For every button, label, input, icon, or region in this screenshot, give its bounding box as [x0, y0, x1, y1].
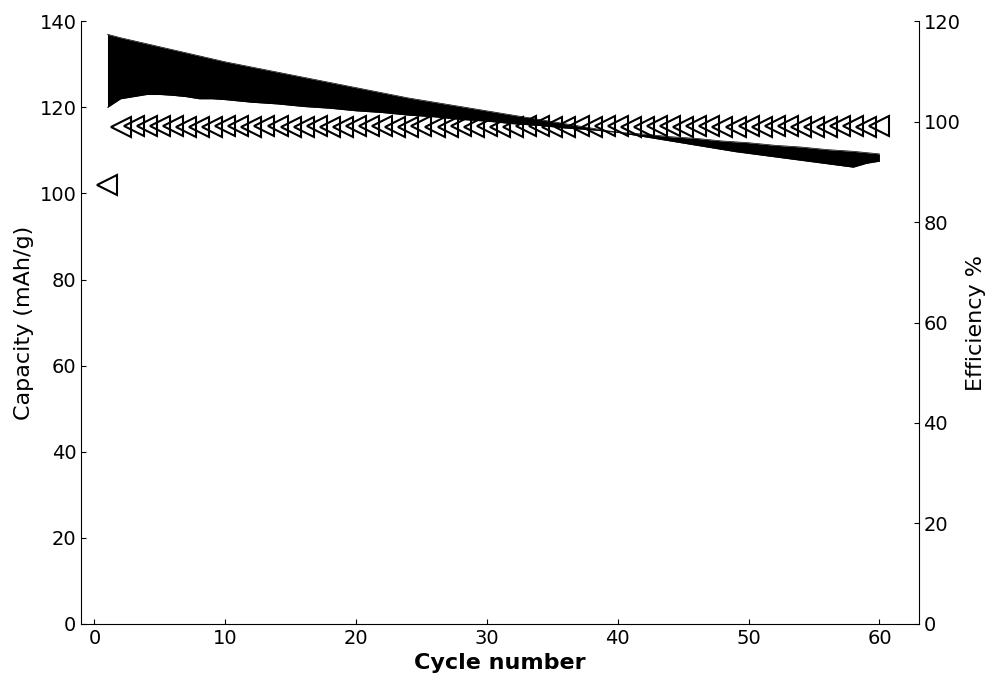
Y-axis label: Efficiency %: Efficiency %: [966, 255, 986, 390]
X-axis label: Cycle number: Cycle number: [414, 653, 586, 673]
Y-axis label: Capacity (mAh/g): Capacity (mAh/g): [14, 225, 34, 420]
